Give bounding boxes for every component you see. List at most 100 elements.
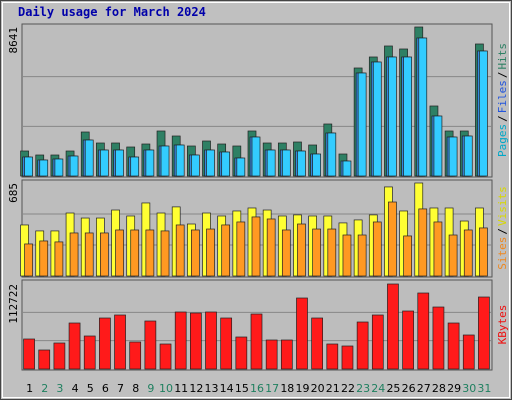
bar [479, 50, 488, 177]
bar [266, 218, 276, 277]
chart-title: Daily usage for March 2024 [18, 5, 206, 19]
legend: KBytes [496, 305, 509, 345]
x-tick-label: 31 [477, 382, 491, 395]
bar [312, 153, 321, 177]
bar [447, 322, 460, 370]
bar [312, 228, 321, 277]
bar [23, 338, 35, 370]
bar [281, 149, 291, 177]
bar [478, 296, 490, 370]
legend-entry: Hits [496, 43, 509, 70]
x-tick-label: 5 [87, 382, 94, 395]
bar [235, 336, 248, 370]
legend-entry: Sites [496, 237, 509, 270]
x-tick-label: 20 [311, 382, 325, 395]
bar [388, 56, 397, 177]
x-tick-label: 10 [159, 382, 173, 395]
bar [418, 37, 428, 177]
x-tick-label: 16 [250, 382, 264, 395]
bar [250, 313, 263, 370]
x-tick-label: 1 [26, 382, 33, 395]
bar [130, 156, 140, 177]
x-tick-label: 6 [102, 382, 109, 395]
bar [130, 229, 140, 277]
x-tick-label: 28 [432, 382, 446, 395]
bar [206, 228, 215, 277]
bar [100, 149, 109, 177]
bar [145, 229, 155, 277]
bar [371, 314, 384, 370]
bar [297, 150, 306, 177]
bar [221, 224, 231, 277]
bar [220, 317, 233, 370]
bar [388, 201, 397, 277]
x-tick-label: 13 [205, 382, 219, 395]
bar [433, 115, 443, 177]
bar [356, 321, 369, 370]
x-tick-label: 30 [462, 382, 476, 395]
legend-separator: / [496, 72, 509, 79]
bar [84, 232, 94, 277]
bar [266, 149, 276, 177]
bar [191, 229, 200, 277]
bar [418, 208, 428, 277]
legend-entry: Visits [496, 186, 509, 226]
bar [327, 132, 337, 177]
bar [297, 223, 306, 277]
x-tick-label: 27 [417, 382, 431, 395]
x-tick-label: 11 [174, 382, 188, 395]
x-tick-label: 19 [295, 382, 309, 395]
bar [236, 221, 246, 277]
x-tick-label: 4 [72, 382, 79, 395]
bar [69, 232, 79, 277]
bar [251, 136, 261, 177]
x-tick-label: 24 [371, 382, 385, 395]
bar [114, 314, 126, 370]
x-tick-label: 25 [386, 382, 400, 395]
legend: Pages/Files/Hits [496, 43, 509, 157]
bar [387, 283, 399, 370]
bar [54, 241, 64, 277]
bar [311, 317, 323, 370]
x-tick-label: 8 [132, 382, 139, 395]
bar [417, 292, 430, 370]
bar [205, 311, 217, 370]
bar [174, 311, 187, 370]
bar [281, 229, 291, 277]
legend-separator: / [496, 115, 509, 122]
bar [145, 149, 155, 177]
x-tick-label: 2 [41, 382, 48, 395]
bar [24, 243, 33, 277]
legend-entry: KBytes [496, 305, 509, 345]
legend-separator: / [496, 228, 509, 235]
bar [236, 157, 246, 177]
bar [479, 227, 488, 277]
bar [160, 145, 170, 177]
bar [463, 229, 473, 277]
bar [342, 160, 352, 177]
bar [402, 310, 414, 370]
bar [280, 339, 293, 370]
bar [433, 221, 443, 277]
bar [39, 159, 49, 177]
bar [144, 320, 157, 370]
bar [115, 149, 124, 177]
bar [265, 339, 278, 370]
bar [463, 135, 473, 177]
bar [53, 342, 66, 370]
bar [326, 343, 339, 370]
x-tick-label: 14 [220, 382, 234, 395]
legend-entry: Files [496, 80, 509, 113]
x-tick-label: 18 [280, 382, 294, 395]
x-tick-label: 17 [265, 382, 279, 395]
legend-entry: Pages [496, 124, 509, 157]
bar [432, 306, 445, 370]
bar [100, 232, 109, 277]
bar [84, 139, 94, 177]
bar [39, 240, 49, 277]
bar [129, 341, 142, 370]
bar [175, 224, 185, 277]
bar [357, 72, 367, 177]
